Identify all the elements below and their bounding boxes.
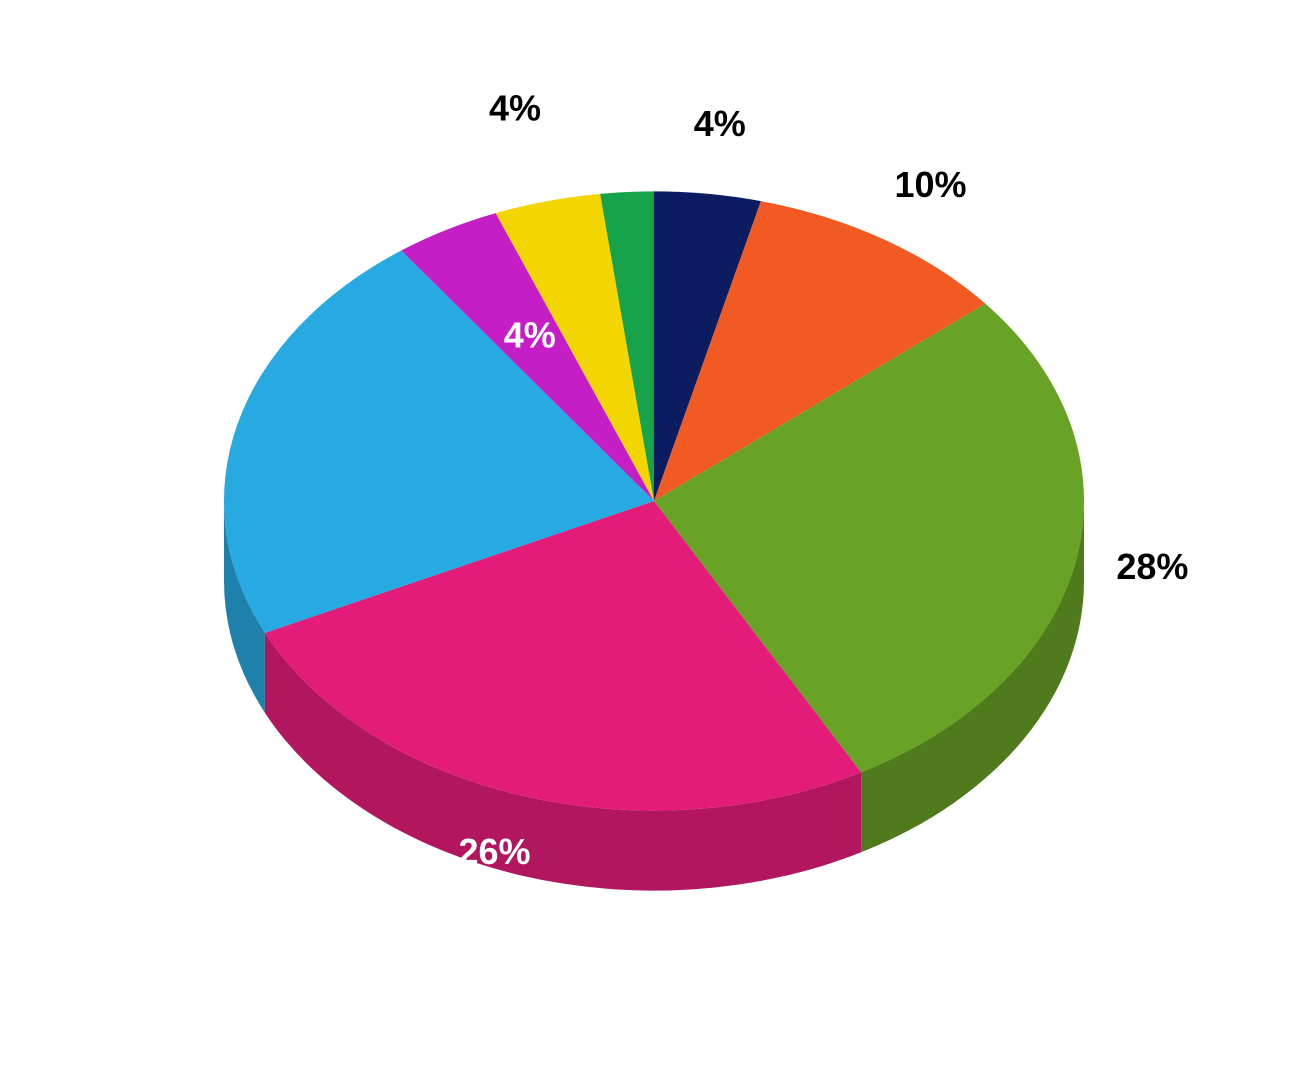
slice-label: 26% xyxy=(459,830,531,871)
slice-label: 10% xyxy=(894,163,966,204)
slice-label: 22% xyxy=(127,386,199,427)
slice-label: 4% xyxy=(489,87,541,128)
slice-label: 4% xyxy=(504,314,556,355)
pie-tops xyxy=(224,191,1084,810)
slice-label: 28% xyxy=(1116,545,1188,586)
slice-label: 4% xyxy=(694,102,746,143)
pie-chart-3d: 4% 10% 28% 26% 22% 4% 4% xyxy=(104,61,1204,1011)
